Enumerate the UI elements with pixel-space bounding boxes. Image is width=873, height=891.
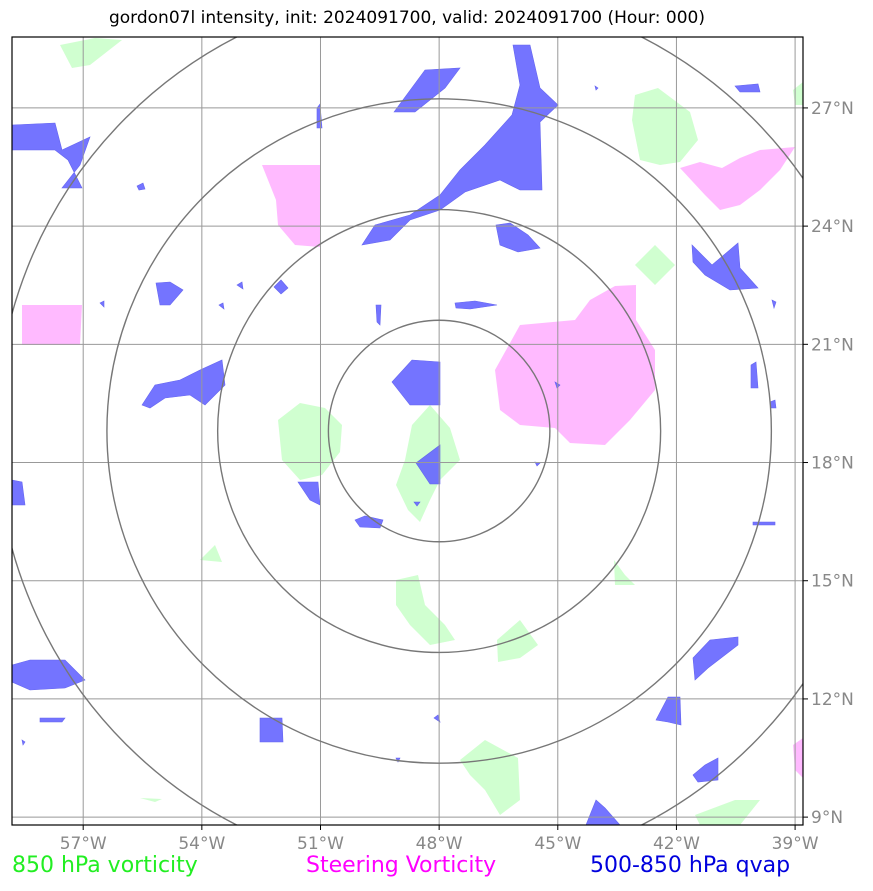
qvap-area xyxy=(750,361,759,389)
longitude-tick-label: 42°W xyxy=(653,834,700,854)
qvap-area xyxy=(692,636,739,681)
qvap-area xyxy=(141,359,226,409)
latitude-tick-label: 18°N xyxy=(811,454,854,474)
qvap-area xyxy=(454,300,498,310)
qvap-area xyxy=(415,444,441,485)
qvap-area xyxy=(375,304,382,326)
qvap-area xyxy=(361,44,559,246)
latitude-tick-label: 24°N xyxy=(811,217,854,237)
vorticity-area xyxy=(140,798,162,802)
vorticity-area xyxy=(695,800,760,825)
qvap-area xyxy=(771,299,777,310)
qvap-area xyxy=(39,717,66,723)
qvap-area xyxy=(99,300,105,308)
vorticity-area xyxy=(614,560,635,585)
qvap-area xyxy=(21,739,26,746)
plot-background xyxy=(12,37,803,825)
qvap-area xyxy=(752,521,776,526)
qvap-area xyxy=(393,67,461,113)
qvap-area xyxy=(585,799,621,825)
graticule xyxy=(12,37,803,825)
longitude-tick-label: 51°W xyxy=(297,834,344,854)
qvap-area xyxy=(655,696,682,726)
legend-qvap: 500-850 hPa qvap xyxy=(590,853,791,878)
vorticity-area xyxy=(635,245,675,285)
latitude-tick-label: 15°N xyxy=(811,572,854,592)
longitude-tick-label: 54°W xyxy=(178,834,225,854)
vorticity-area xyxy=(460,740,520,815)
qvap-area xyxy=(218,302,225,310)
latitude-tick-label: 12°N xyxy=(811,690,854,710)
qvap-layer xyxy=(12,44,777,825)
plot-frame xyxy=(11,36,804,826)
qvap-area xyxy=(354,515,384,529)
vorticity-area xyxy=(497,620,538,662)
steering-area xyxy=(495,285,655,445)
qvap-area xyxy=(734,83,761,93)
qvap-area xyxy=(391,359,441,406)
qvap-area xyxy=(236,281,244,290)
vorticity-area xyxy=(200,545,222,562)
qvap-area xyxy=(691,242,759,291)
vorticity-area xyxy=(632,88,698,165)
qvap-area xyxy=(692,757,719,783)
axis-ticks: 57°W 54°W 51°W 48°W 45°W 42°W 39°W 27°N 24°N 21°N… xyxy=(60,99,854,854)
qvap-area xyxy=(273,279,289,295)
longitude-tick-label: 48°W xyxy=(416,834,463,854)
latitude-tick-label: 9°N xyxy=(811,808,843,828)
vorticity-area xyxy=(60,38,122,68)
qvap-area xyxy=(594,85,599,91)
vorticity-area xyxy=(396,575,455,645)
range-ring xyxy=(106,98,773,764)
latitude-tick-label: 27°N xyxy=(811,99,854,119)
steering-vorticity-layer xyxy=(22,147,803,778)
longitude-tick-label: 45°W xyxy=(534,834,581,854)
latitude-tick-label: 21°N xyxy=(811,335,854,355)
map-title: gordon07l intensity, init: 2024091700, v… xyxy=(108,8,705,28)
qvap-area xyxy=(495,222,541,253)
qvap-area xyxy=(12,122,91,189)
steering-area xyxy=(680,147,795,210)
range-ring xyxy=(216,208,662,654)
legend-steering-vorticity: Steering Vorticity xyxy=(306,853,497,878)
steering-area xyxy=(22,305,82,345)
longitude-tick-label: 39°W xyxy=(772,834,819,854)
qvap-area xyxy=(136,182,146,191)
range-ring xyxy=(327,319,551,543)
qvap-area xyxy=(155,281,184,306)
legend-850-vorticity: 850 hPa vorticity xyxy=(12,853,198,878)
qvap-area xyxy=(12,479,26,506)
qvap-area xyxy=(259,717,284,743)
longitude-tick-label: 57°W xyxy=(60,834,107,854)
qvap-area xyxy=(413,501,421,507)
vorticity-area xyxy=(278,403,342,480)
